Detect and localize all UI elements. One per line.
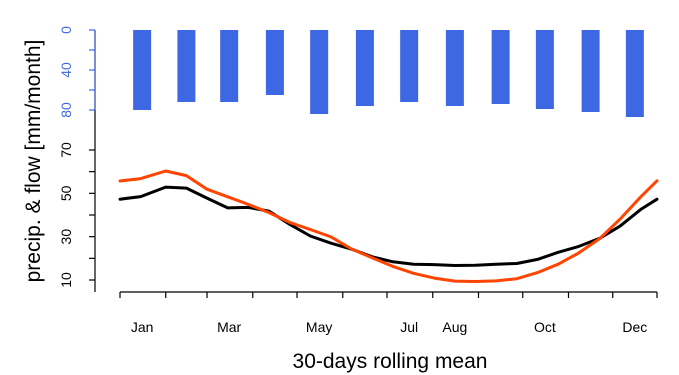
precip-tick-label: 40 bbox=[58, 62, 74, 78]
precip-tick-label: 80 bbox=[58, 102, 74, 118]
precip-bar bbox=[133, 30, 152, 110]
precip-bar bbox=[445, 30, 464, 106]
x-tick-label: Jan bbox=[131, 319, 154, 335]
x-tick-label: Aug bbox=[442, 319, 467, 335]
flow-tick-label: 10 bbox=[58, 272, 74, 288]
x-axis-title: 30-days rolling mean bbox=[293, 350, 488, 373]
x-tick-label: Oct bbox=[534, 319, 556, 335]
precip-axis: 0 40 80 bbox=[58, 26, 96, 118]
precip-bar bbox=[625, 30, 644, 117]
x-tick-label: May bbox=[306, 319, 332, 335]
flow-lines bbox=[118, 169, 659, 283]
precip-bar bbox=[535, 30, 554, 109]
flow-tick-label: 30 bbox=[58, 229, 74, 245]
precip-bar bbox=[355, 30, 374, 106]
precip-bar bbox=[177, 30, 196, 102]
precip-bar bbox=[491, 30, 510, 104]
precip-bars bbox=[133, 30, 644, 117]
flow-axis: 10 30 50 70 bbox=[58, 142, 95, 288]
flow-tick-label: 50 bbox=[58, 185, 74, 201]
flow-tick-label: 70 bbox=[58, 142, 74, 158]
precip-tick-label: 0 bbox=[58, 26, 74, 34]
x-tick-label: Dec bbox=[622, 319, 647, 335]
x-tick-label: Jul bbox=[400, 319, 418, 335]
black-flow-line bbox=[118, 185, 659, 267]
precip-bar bbox=[265, 30, 284, 95]
y-axis-title: precip. & flow [mm/month] bbox=[22, 40, 45, 283]
x-axis: Jan Mar May Jul Aug Oct Dec bbox=[119, 291, 658, 335]
precip-bar bbox=[400, 30, 419, 102]
red-flow-line bbox=[118, 169, 659, 283]
precip-bar bbox=[220, 30, 239, 102]
x-tick-label: Mar bbox=[217, 319, 241, 335]
precip-bar bbox=[581, 30, 600, 112]
precip-bar bbox=[310, 30, 329, 114]
